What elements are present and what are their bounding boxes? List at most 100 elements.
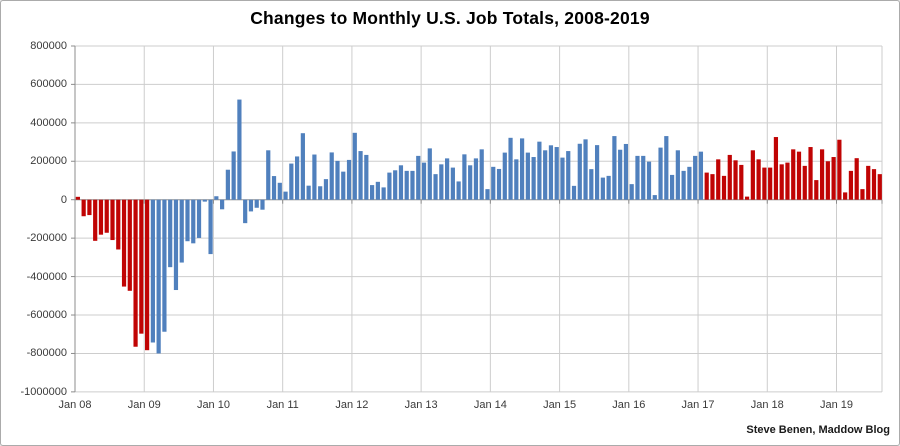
bar-2014-02 xyxy=(496,168,502,200)
bar-2016-11 xyxy=(687,166,692,200)
bar-2019-02 xyxy=(843,192,848,200)
bar-2009-06 xyxy=(173,199,179,291)
bar-2014-12 xyxy=(554,147,559,200)
bar-2015-02 xyxy=(566,151,571,200)
bar-2017-10 xyxy=(750,150,755,200)
bar-2011-11 xyxy=(341,171,346,200)
bar-2017-04 xyxy=(716,159,721,200)
bar-2014-07 xyxy=(525,152,530,200)
bar-2013-12 xyxy=(485,189,490,200)
bar-2011-06 xyxy=(312,154,317,200)
bar-2013-01 xyxy=(421,162,427,200)
bar-2013-10 xyxy=(473,158,479,200)
bar-2009-03 xyxy=(156,199,161,354)
bar-2017-11 xyxy=(756,159,761,200)
bar-2013-02 xyxy=(427,148,432,200)
y-axis-label: -400000 xyxy=(26,270,67,283)
bar-2019-05 xyxy=(860,189,865,200)
bar-2014-11 xyxy=(548,145,554,200)
credit-text: Steve Benen, Maddow Blog xyxy=(746,424,890,436)
bar-2009-10 xyxy=(196,199,202,238)
bar-2017-05 xyxy=(721,175,727,200)
bar-2012-12 xyxy=(416,155,421,200)
bar-2014-01 xyxy=(491,166,496,200)
bar-2016-10 xyxy=(681,170,686,200)
bar-2017-12 xyxy=(762,167,767,200)
bar-2015-12 xyxy=(623,143,629,200)
bar-2011-02 xyxy=(289,163,294,200)
bar-2015-06 xyxy=(589,169,594,200)
bar-2012-07 xyxy=(387,172,392,200)
bar-2016-03 xyxy=(641,155,646,200)
bar-2008-12 xyxy=(139,199,144,334)
bar-2014-09 xyxy=(537,141,542,200)
bar-2013-04 xyxy=(439,164,444,200)
bar-2018-10 xyxy=(819,149,825,200)
bar-2013-05 xyxy=(445,158,450,200)
bar-2012-02 xyxy=(358,151,363,200)
bar-2018-12 xyxy=(831,157,836,200)
bar-2010-10 xyxy=(266,150,271,200)
bar-2011-09 xyxy=(329,152,334,200)
bar-2018-08 xyxy=(808,147,813,200)
bar-2010-03 xyxy=(225,169,230,200)
bar-2008-06 xyxy=(104,199,109,233)
bar-2013-06 xyxy=(450,167,455,200)
bar-2015-04 xyxy=(577,143,582,200)
bar-2016-06 xyxy=(658,147,663,200)
x-axis-label: Jan 19 xyxy=(819,399,854,411)
bar-2008-10 xyxy=(127,199,132,291)
bar-2015-09 xyxy=(606,175,611,200)
bar-2011-10 xyxy=(335,160,340,200)
bar-2015-01 xyxy=(560,157,565,200)
bar-2010-08 xyxy=(254,199,259,208)
bar-2016-05 xyxy=(652,195,657,200)
bar-2013-11 xyxy=(479,149,484,200)
bar-2012-11 xyxy=(410,170,415,200)
bar-2012-10 xyxy=(404,170,409,200)
bar-2017-07 xyxy=(733,160,738,200)
bar-2016-08 xyxy=(669,174,675,200)
bar-2019-01 xyxy=(837,139,842,200)
bar-2015-11 xyxy=(618,149,623,200)
bar-2010-05 xyxy=(237,99,242,200)
bar-2009-05 xyxy=(168,199,173,268)
bar-2013-08 xyxy=(462,154,467,200)
bar-2017-06 xyxy=(727,154,732,200)
bar-2011-05 xyxy=(306,185,311,200)
bar-2009-09 xyxy=(191,199,196,244)
x-axis-label: Jan 15 xyxy=(543,399,577,411)
bar-2009-08 xyxy=(185,199,190,242)
y-axis-label: -200000 xyxy=(26,232,67,245)
bar-2019-07 xyxy=(871,169,877,200)
bar-2010-12 xyxy=(277,182,282,200)
bar-2015-05 xyxy=(583,139,588,200)
x-axis-label: Jan 13 xyxy=(404,399,438,411)
bar-2016-12 xyxy=(693,155,698,200)
bar-2008-08 xyxy=(116,199,121,250)
bar-2008-11 xyxy=(133,199,138,347)
bar-2008-02 xyxy=(81,199,86,217)
bar-2016-01 xyxy=(629,184,634,200)
bar-2018-02 xyxy=(773,137,779,200)
bar-2018-11 xyxy=(825,161,830,200)
bar-2013-07 xyxy=(456,181,461,200)
bar-2009-07 xyxy=(179,199,184,263)
x-axis-label: Jan 12 xyxy=(335,399,369,411)
bar-2019-06 xyxy=(866,165,871,200)
bar-2010-01 xyxy=(214,196,219,200)
bar-2013-03 xyxy=(433,174,438,200)
bar-2018-07 xyxy=(802,165,807,200)
bar-2012-09 xyxy=(398,165,404,200)
bar-2009-11 xyxy=(202,199,207,202)
bar-2009-04 xyxy=(162,199,167,332)
bar-2015-03 xyxy=(571,185,577,200)
bar-2010-06 xyxy=(243,199,248,224)
bar-2012-05 xyxy=(375,181,380,200)
bar-2011-07 xyxy=(318,186,323,200)
bar-2008-04 xyxy=(93,199,98,241)
bar-2012-03 xyxy=(364,154,369,200)
bar-2018-09 xyxy=(814,180,819,200)
